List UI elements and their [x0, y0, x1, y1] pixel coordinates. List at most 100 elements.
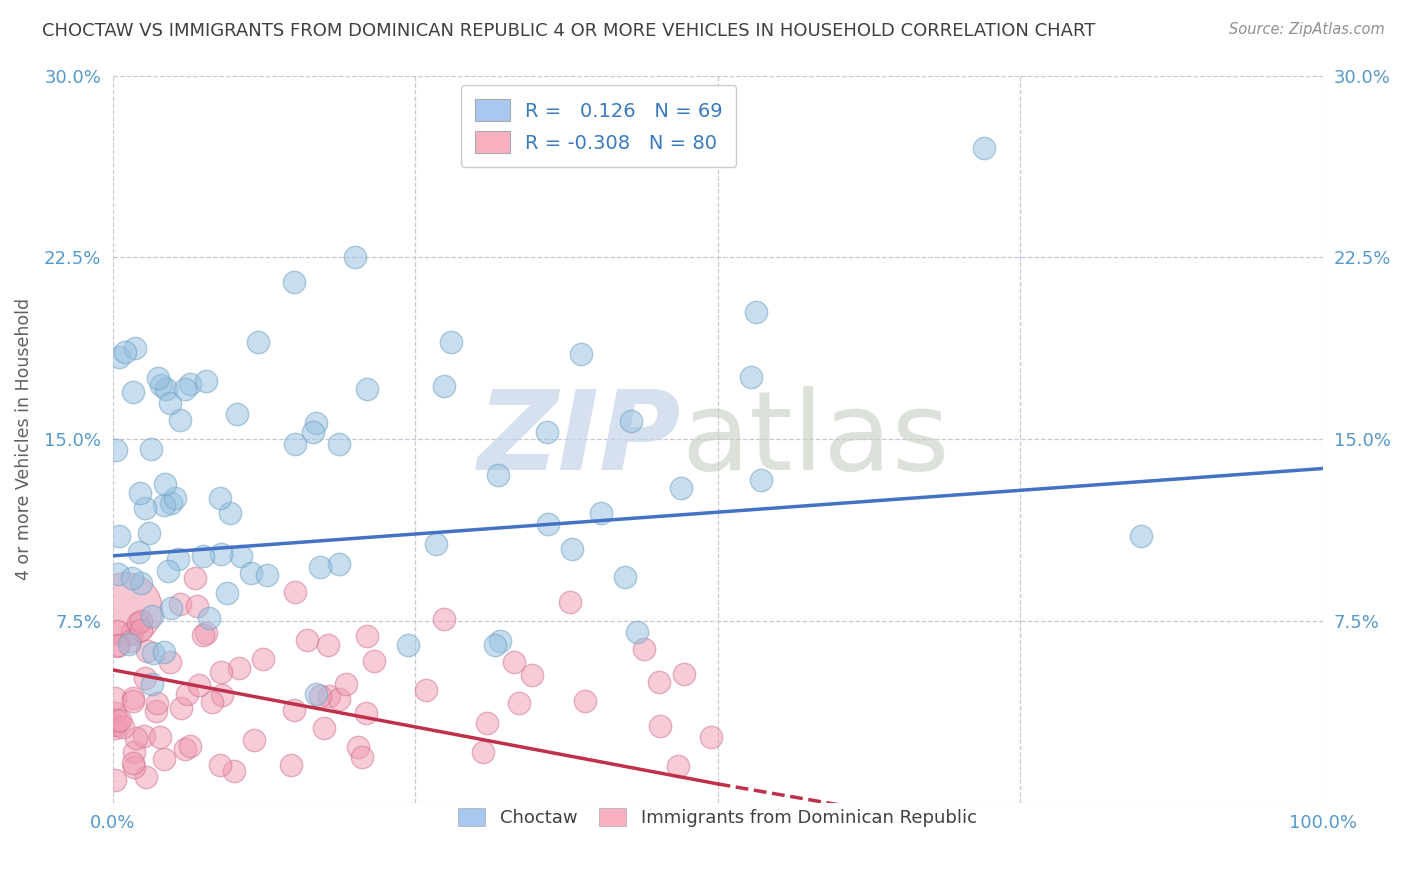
- Point: [122, 760, 145, 774]
- Point: [305, 687, 328, 701]
- Point: [105, 443, 128, 458]
- Point: [396, 638, 419, 652]
- Point: [219, 506, 242, 520]
- Point: [136, 643, 159, 657]
- Point: [648, 674, 671, 689]
- Point: [107, 566, 129, 581]
- Point: [740, 369, 762, 384]
- Point: [316, 638, 339, 652]
- Point: [318, 690, 340, 704]
- Point: [211, 547, 233, 561]
- Point: [252, 652, 274, 666]
- Point: [295, 633, 318, 648]
- Point: [108, 350, 131, 364]
- Point: [537, 516, 560, 531]
- Point: [122, 746, 145, 760]
- Point: [141, 677, 163, 691]
- Point: [176, 687, 198, 701]
- Point: [120, 633, 142, 648]
- Point: [129, 486, 152, 500]
- Point: [328, 436, 350, 450]
- Point: [169, 413, 191, 427]
- Point: [129, 623, 152, 637]
- Point: [574, 694, 596, 708]
- Point: [309, 690, 332, 704]
- Point: [124, 341, 146, 355]
- Point: [138, 526, 160, 541]
- Point: [228, 661, 250, 675]
- Point: [284, 436, 307, 450]
- Point: [302, 425, 325, 439]
- Point: [159, 655, 181, 669]
- Point: [135, 770, 157, 784]
- Point: [114, 602, 136, 616]
- Point: [198, 611, 221, 625]
- Point: [209, 491, 232, 505]
- Point: [184, 572, 207, 586]
- Point: [167, 551, 190, 566]
- Point: [328, 691, 350, 706]
- Point: [159, 396, 181, 410]
- Point: [179, 376, 201, 391]
- Point: [620, 413, 643, 427]
- Point: [125, 731, 148, 745]
- Point: [173, 741, 195, 756]
- Point: [169, 597, 191, 611]
- Point: [973, 141, 995, 155]
- Point: [215, 586, 238, 600]
- Point: [153, 476, 176, 491]
- Point: [283, 703, 305, 717]
- Point: [104, 718, 127, 732]
- Point: [195, 375, 218, 389]
- Point: [211, 688, 233, 702]
- Point: [112, 720, 135, 734]
- Point: [356, 706, 378, 721]
- Point: [187, 677, 209, 691]
- Point: [283, 275, 305, 289]
- Point: [243, 732, 266, 747]
- Point: [520, 668, 543, 682]
- Point: [256, 567, 278, 582]
- Point: [225, 407, 247, 421]
- Point: [356, 382, 378, 396]
- Point: [152, 498, 174, 512]
- Point: [489, 633, 512, 648]
- Point: [173, 382, 195, 396]
- Point: [432, 378, 454, 392]
- Point: [356, 629, 378, 643]
- Point: [343, 251, 366, 265]
- Point: [165, 491, 187, 505]
- Point: [425, 537, 447, 551]
- Text: ZIP: ZIP: [478, 386, 682, 493]
- Point: [104, 722, 127, 736]
- Point: [142, 646, 165, 660]
- Point: [229, 549, 252, 563]
- Point: [104, 706, 127, 721]
- Point: [472, 745, 495, 759]
- Point: [121, 571, 143, 585]
- Point: [350, 749, 373, 764]
- Point: [560, 595, 582, 609]
- Point: [201, 695, 224, 709]
- Point: [186, 599, 208, 613]
- Point: [156, 565, 179, 579]
- Point: [114, 344, 136, 359]
- Point: [152, 645, 174, 659]
- Point: [1130, 529, 1153, 543]
- Point: [209, 665, 232, 679]
- Point: [502, 655, 524, 669]
- Point: [108, 528, 131, 542]
- Point: [121, 625, 143, 640]
- Point: [561, 541, 583, 556]
- Point: [569, 347, 592, 361]
- Point: [105, 624, 128, 638]
- Point: [239, 566, 262, 581]
- Point: [107, 639, 129, 653]
- Text: atlas: atlas: [682, 386, 950, 493]
- Point: [122, 694, 145, 708]
- Point: [433, 612, 456, 626]
- Point: [134, 671, 156, 685]
- Point: [280, 757, 302, 772]
- Point: [633, 641, 655, 656]
- Point: [477, 716, 499, 731]
